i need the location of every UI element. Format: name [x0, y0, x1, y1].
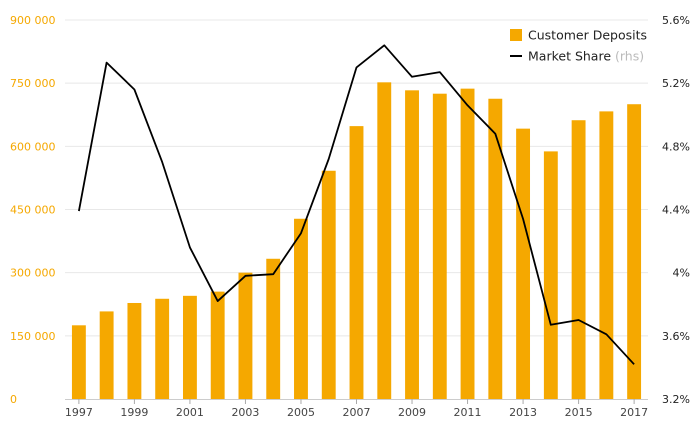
y-left-tick-label: 600 000: [10, 140, 56, 153]
y-right-tick-label: 5.2%: [662, 77, 690, 90]
bar-series: [71, 82, 642, 400]
bar-2009: [405, 90, 419, 399]
y-left-tick-label: 300 000: [10, 267, 56, 280]
bar-2004: [266, 258, 281, 399]
x-tick-label-1999: 1999: [120, 406, 148, 419]
legend-swatch-deposits: [510, 29, 522, 41]
x-tick-label-2009: 2009: [398, 406, 426, 419]
bar-2002: [210, 291, 225, 399]
x-tick-label-2015: 2015: [565, 406, 593, 419]
bar-2014: [543, 151, 558, 399]
legend-label-share-name: Market Share: [528, 49, 611, 64]
x-tick-label-2005: 2005: [287, 406, 315, 419]
bar-2005: [294, 218, 308, 399]
y-left-tick-label: 450 000: [10, 204, 56, 217]
y-left-tick-label: 900 000: [10, 14, 56, 27]
x-tick-label-2011: 2011: [454, 406, 482, 419]
legend: Customer Deposits Market Share (rhs): [510, 28, 647, 64]
bar-2011: [460, 88, 475, 399]
x-tick-label-2007: 2007: [343, 406, 371, 419]
y-right-tick-label: 4%: [673, 267, 690, 280]
y-right-tick-label: 3.2%: [662, 393, 690, 406]
legend-label-deposits: Customer Deposits: [528, 28, 647, 43]
legend-label-share-note: (rhs): [615, 49, 644, 64]
bar-2001: [182, 295, 197, 399]
bar-2016: [599, 111, 614, 400]
y-left-tick-label: 750 000: [10, 77, 56, 90]
y-right-tick-label: 5.6%: [662, 14, 690, 27]
y-left-tick-label: 150 000: [10, 330, 56, 343]
bar-2012: [488, 98, 503, 400]
bar-2006: [321, 170, 336, 399]
bar-1999: [127, 302, 142, 399]
market-share-line: [78, 44, 635, 365]
bar-2007: [349, 126, 364, 400]
bar-2013: [516, 128, 531, 399]
y-right-tick-label: 3.6%: [662, 330, 690, 343]
y-right-tick-label: 4.4%: [662, 204, 690, 217]
y-left-tick-label: 0: [10, 393, 17, 406]
y-right-tick-label: 4.8%: [662, 140, 690, 153]
x-tick-label-2017: 2017: [620, 406, 648, 419]
bar-2015: [571, 120, 586, 400]
x-tick-label-1997: 1997: [65, 406, 93, 419]
bar-2010: [432, 93, 447, 399]
x-tick-label-2013: 2013: [509, 406, 537, 419]
bar-2003: [238, 272, 253, 399]
bar-2017: [627, 104, 642, 399]
bar-2008: [377, 82, 392, 399]
x-tick-label-2003: 2003: [231, 406, 259, 419]
bar-1997: [71, 325, 86, 399]
bar-2000: [155, 298, 170, 399]
legend-label-share: Market Share (rhs): [528, 49, 644, 64]
x-tick-label-2001: 2001: [176, 406, 204, 419]
bar-1998: [99, 311, 114, 399]
axes: 0 150 000 300 000 450 000 600 000 750 000 900 …: [10, 14, 690, 419]
